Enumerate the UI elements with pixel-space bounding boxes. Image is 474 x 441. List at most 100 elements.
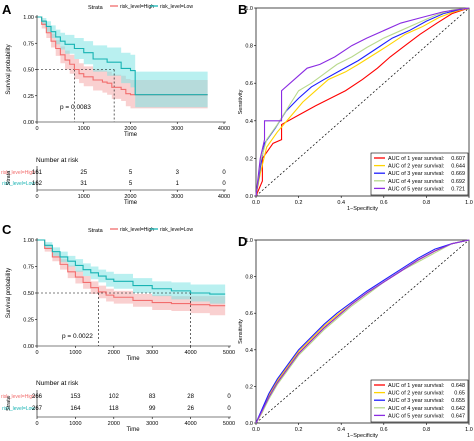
km-c-risk-xlabel: Time — [126, 427, 140, 433]
km-c-risk-xtick-label-3: 3000 — [146, 421, 158, 427]
km-c-risk-value-0-5: 0 — [227, 394, 231, 400]
km-c-risk-value-1-2: 118 — [109, 406, 119, 412]
km-c-xtick-label-5: 5000 — [223, 350, 235, 356]
km-c-risk-value-0-1: 153 — [70, 394, 81, 400]
panel-letter-a: A — [2, 2, 12, 17]
roc-b-legend-label-2: AUC of 3 year survival: — [388, 171, 445, 177]
km-c-curve-1 — [37, 239, 226, 295]
km-a-risk-xtick-label-1: 1000 — [78, 194, 90, 200]
km-c-legend-label-1: risk_level=Low — [160, 227, 193, 233]
km-a-pvalue: p = 0.0083 — [60, 104, 91, 111]
km-c-risk-value-1-5: 0 — [227, 406, 231, 412]
roc-d-legend-box — [370, 379, 469, 423]
km-c-risk-value-0-0: 266 — [32, 394, 43, 400]
km-a-risk-value-1-2: 5 — [129, 181, 133, 187]
km-c-xtick-label-2: 2000 — [108, 350, 120, 356]
roc-b-xtick-label-5: 1.0 — [465, 200, 473, 206]
roc-d-xtick-label-4: 0.8 — [423, 427, 431, 433]
km-c-risk-ylabel: Strata — [6, 395, 12, 411]
roc-d-ylabel: Sensitivity — [238, 319, 244, 344]
km-a-legend-title: Strata — [88, 5, 104, 11]
roc-d-ytick-label-0: 0.0 — [245, 421, 253, 427]
roc-d-xtick-label-0: 0.0 — [252, 427, 260, 433]
roc-b-legend-auc-2: 0.669 — [451, 171, 465, 177]
roc-b-xtick-label-1: 0.2 — [295, 200, 303, 206]
roc-b-ytick-label-2: 0.4 — [245, 119, 253, 125]
panel-b-roc: 0.0 0.2 0.4 0.6 0.8 1.0 0.0 0.2 0.4 0.6 0.8 1.0 1−Sp… — [238, 6, 473, 212]
roc-b-legend-auc-3: 0.692 — [451, 179, 465, 185]
roc-d-legend-label-2: AUC of 3 year survival: — [388, 398, 445, 404]
km-c-xtick-label-0: 0 — [35, 350, 38, 356]
roc-d-xtick-label-1: 0.2 — [295, 427, 303, 433]
km-c-risk-value-0-3: 83 — [149, 394, 156, 400]
km-a-risk-value-0-2: 5 — [129, 170, 133, 176]
km-a-risk-row-label-1: risk_level=Low — [2, 181, 35, 187]
roc-d-xtick-label-2: 0.4 — [337, 427, 345, 433]
km-c-ytick-label-4: 1.00 — [23, 238, 34, 244]
panel-a-survival: Strata risk_level=High risk_level=Low0.000… — [1, 4, 230, 206]
km-c-risk-xtick-label-0: 0 — [35, 421, 38, 427]
km-a-risk-value-1-3: 1 — [176, 181, 180, 187]
km-a-legend-label-0: risk_level=High — [120, 4, 154, 10]
km-c-ci-band-1 — [37, 240, 226, 304]
panel-d-roc: 0.0 0.2 0.4 0.6 0.8 1.0 0.0 0.2 0.4 0.6 0.8 1.0 1−Sp… — [238, 238, 473, 439]
km-c-legend-label-0: risk_level=High — [120, 227, 154, 233]
km-c-risk-row-label-0: risk_level=High — [1, 394, 35, 400]
km-a-xlabel: Time — [124, 132, 138, 138]
km-a-xtick-label-1: 1000 — [78, 126, 90, 132]
roc-d-legend-auc-4: 0.647 — [451, 413, 465, 419]
km-c-pvalue: p = 0.0022 — [62, 333, 93, 340]
roc-b-ytick-label-4: 0.8 — [245, 44, 253, 50]
km-c-xlabel: Time — [126, 356, 140, 362]
km-a-ytick-label-3: 0.75 — [23, 41, 34, 47]
roc-d-curve-2 — [255, 239, 470, 424]
roc-d-xtick-label-5: 1.0 — [465, 427, 473, 433]
km-a-xtick-label-3: 3000 — [171, 126, 183, 132]
roc-d-xlabel: 1−Specificity — [347, 433, 378, 439]
km-a-legend-label-1: risk_level=Low — [160, 4, 193, 10]
km-c-risk-value-0-4: 28 — [187, 394, 194, 400]
roc-b-xtick-label-3: 0.6 — [380, 200, 388, 206]
roc-d-diagonal — [255, 239, 470, 424]
roc-b-legend-auc-0: 0.607 — [451, 156, 465, 162]
roc-b-xtick-label-4: 0.8 — [423, 200, 431, 206]
roc-b-curve-1 — [255, 7, 470, 197]
roc-d-ytick-label-5: 1.0 — [245, 238, 253, 244]
roc-d-curve-3 — [255, 239, 470, 424]
roc-b-xtick-label-2: 0.4 — [337, 200, 345, 206]
km-a-risk-title: Number at risk — [36, 157, 79, 164]
roc-d-legend-label-0: AUC of 1 year survival: — [388, 383, 445, 389]
km-a-ytick-label-2: 0.50 — [23, 68, 34, 74]
roc-b-ytick-label-0: 0.0 — [245, 194, 253, 200]
km-a-risk-ylabel: Strata — [6, 170, 12, 186]
roc-d-legend-auc-2: 0.655 — [451, 398, 465, 404]
panel-letter-d: D — [238, 234, 247, 249]
roc-b-curve-0 — [255, 7, 470, 197]
roc-b-legend-auc-4: 0.721 — [451, 186, 465, 192]
roc-d-ytick-label-1: 0.2 — [245, 384, 253, 390]
roc-b-curve-3 — [255, 7, 470, 197]
roc-b-legend-box — [370, 152, 469, 196]
km-c-ytick-label-2: 0.50 — [23, 291, 34, 297]
roc-d-ytick-label-4: 0.8 — [245, 275, 253, 281]
km-c-legend-title: Strata — [88, 228, 104, 234]
km-c-xtick-label-3: 3000 — [146, 350, 158, 356]
km-a-ytick-label-0: 0.00 — [23, 120, 34, 126]
roc-d-curve-4 — [255, 239, 470, 424]
roc-d-xtick-label-3: 0.6 — [380, 427, 388, 433]
km-a-xtick-label-0: 0 — [35, 126, 38, 132]
roc-d-ytick-label-3: 0.6 — [245, 311, 253, 317]
roc-d-plot-frame — [255, 239, 470, 424]
km-c-risk-xtick-label-5: 5000 — [223, 421, 235, 427]
km-c-ytick-label-3: 0.75 — [23, 265, 34, 271]
roc-b-ytick-label-3: 0.6 — [245, 81, 253, 87]
km-a-ytick-label-4: 1.00 — [23, 15, 34, 21]
roc-d-legend-label-3: AUC of 4 year survival: — [388, 406, 445, 412]
km-c-risk-xtick-label-1: 1000 — [69, 421, 81, 427]
km-a-risk-value-0-4: 0 — [222, 170, 226, 176]
km-c-ylabel: Survival probability — [6, 268, 12, 318]
roc-b-legend-label-1: AUC of 2 year survival: — [388, 164, 445, 170]
roc-b-ytick-label-1: 0.2 — [245, 156, 253, 162]
km-c-ytick-label-1: 0.25 — [23, 318, 34, 324]
km-a-risk-value-1-4: 0 — [222, 181, 226, 187]
